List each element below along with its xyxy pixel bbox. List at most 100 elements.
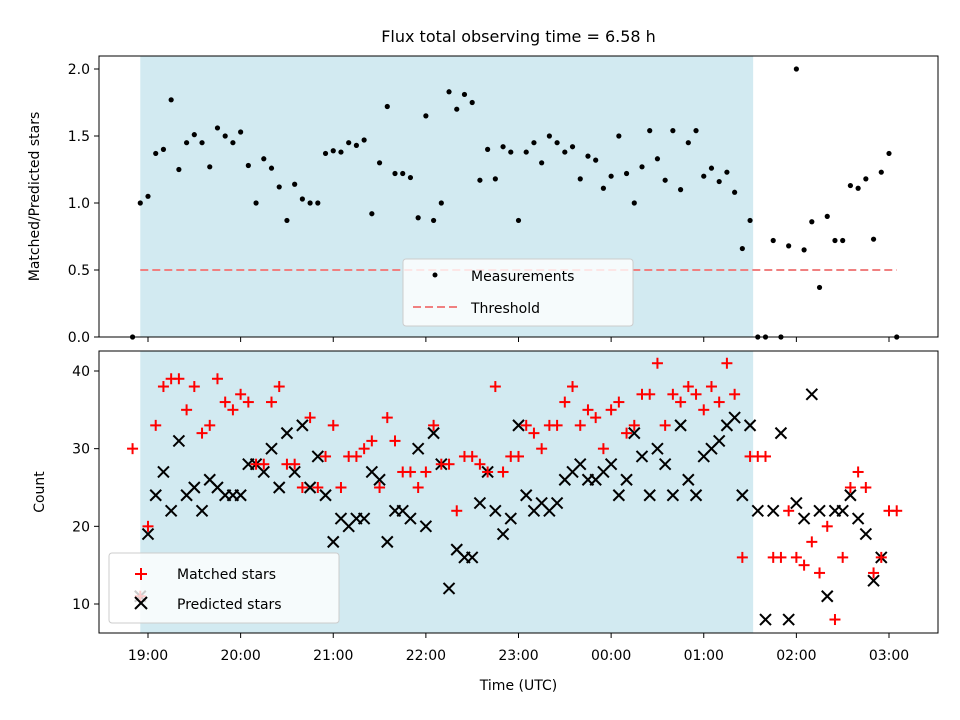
measurement-point (693, 128, 699, 134)
measurement-point (809, 219, 815, 225)
predicted-star-point (157, 465, 170, 479)
measurement-point (786, 243, 792, 249)
measurement-point (423, 113, 429, 119)
predicted-star-point (658, 457, 672, 471)
bottom-y-tick-label: 20 (72, 519, 90, 535)
predicted-star-point (836, 504, 849, 518)
predicted-star-point (473, 496, 487, 510)
measurement-point (214, 125, 221, 131)
matched-star-point (428, 419, 440, 431)
matched-star-point (721, 357, 733, 369)
matched-star-point (350, 450, 362, 462)
predicted-star-point (550, 496, 564, 510)
predicted-star-point (357, 512, 371, 525)
predicted-star-point (751, 504, 764, 518)
predicted-star-point (303, 481, 317, 494)
measurement-point (793, 66, 799, 72)
top-legend-box (402, 258, 634, 327)
predicted-star-point (797, 512, 811, 525)
measurement-point (400, 170, 406, 177)
ratio-panel: 0.0 0.5 1.0 1.5 2.0 Flux total observing tim… (27, 27, 939, 346)
predicted-star-point (790, 496, 803, 510)
predicted-star-point (774, 426, 788, 440)
predicted-star-point (782, 613, 795, 626)
matched-star-point (559, 396, 571, 408)
measurement-point (160, 146, 167, 152)
matched-star-point (690, 388, 702, 400)
top-x-ticks (147, 337, 890, 342)
matched-star-point (513, 450, 524, 462)
predicted-star-point (813, 504, 826, 518)
measurement-point (207, 164, 213, 170)
predicted-star-point (620, 473, 633, 486)
predicted-star-point (712, 434, 726, 448)
bottom-y-axis-label: Count (32, 471, 48, 513)
matched-star-point (412, 482, 424, 493)
predicted-star-point (805, 388, 819, 401)
predicted-star-point (381, 535, 394, 549)
predicted-star-point (373, 473, 386, 486)
measurement-point (292, 181, 298, 187)
measurement-point (454, 106, 460, 112)
predicted-star-point (273, 481, 286, 494)
matched-star-point (628, 419, 640, 431)
predicted-star-point (411, 442, 425, 455)
measurement-point (855, 185, 861, 191)
bottom-legend: Matched stars Predicted stars (108, 552, 340, 624)
measurement-point (276, 184, 282, 190)
measurement-point (415, 215, 421, 221)
measurement-point (238, 129, 244, 135)
predicted-star-point (265, 442, 278, 455)
matched-star-point (783, 505, 795, 517)
matched-star-point (868, 567, 880, 579)
measurement-point (392, 170, 398, 177)
x-tick-label: 01:00 (684, 648, 724, 664)
measurement-point (662, 177, 668, 183)
predicted-star-point (867, 574, 880, 587)
measurement-point (593, 157, 599, 163)
predicted-star-point (164, 504, 178, 518)
matched-star-point (358, 443, 370, 455)
measurement-point (886, 150, 892, 157)
matched-star-point (474, 458, 486, 470)
measurement-point (299, 196, 305, 202)
measurement-point (685, 140, 691, 146)
measurement-point (153, 150, 159, 157)
legend-predicted-marker (134, 596, 148, 610)
matched-star-point (536, 443, 548, 455)
predicted-star-point (736, 489, 749, 502)
matched-star-point (381, 412, 393, 424)
matched-star-point (590, 412, 602, 424)
measurement-point (824, 213, 830, 219)
matched-star-point (644, 388, 656, 400)
measurement-point (307, 200, 313, 206)
bottom-legend-box (108, 552, 340, 624)
measurement-point (616, 133, 622, 139)
measurement-point (330, 148, 336, 154)
matched-star-point (844, 482, 856, 493)
measurement-point (500, 144, 506, 150)
measurement-point (732, 189, 738, 195)
matched-star-point (127, 443, 139, 455)
x-tick-label: 03:00 (869, 648, 909, 664)
measurement-point (870, 236, 877, 242)
measurement-point (708, 165, 715, 171)
measurement-point (639, 164, 645, 170)
predicted-star-point (512, 419, 525, 432)
predicted-star-point (188, 481, 201, 494)
measurement-point (315, 200, 321, 206)
bottom-y-tick-label: 40 (72, 364, 90, 380)
x-tick-label: 22:00 (406, 648, 446, 664)
matched-star-point (574, 419, 586, 431)
measurement-point (137, 200, 143, 206)
predicted-star-point (427, 426, 440, 440)
predicted-star-point (234, 489, 247, 502)
predicted-star-point (280, 426, 294, 440)
bottom-y-tick-label: 30 (72, 442, 90, 458)
matched-star-point (173, 373, 185, 385)
measurement-point (253, 200, 259, 206)
measurement-point (716, 178, 722, 185)
x-tick-label: 00:00 (591, 648, 631, 664)
measurement-point (508, 149, 514, 155)
predicted-star-point (489, 504, 502, 518)
